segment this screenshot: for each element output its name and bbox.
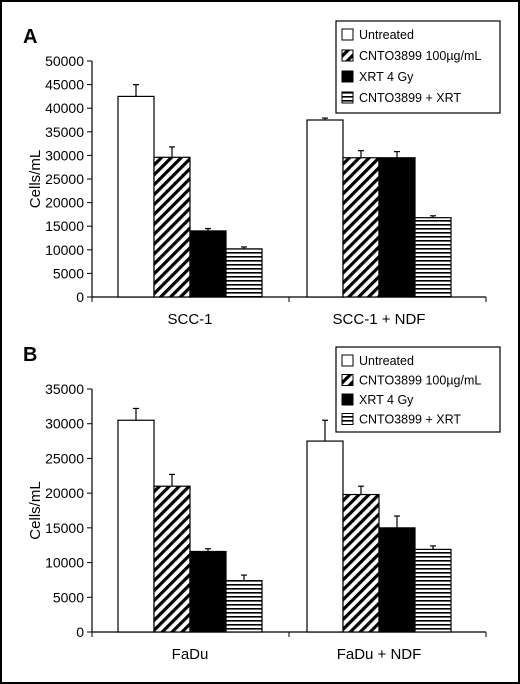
bar [117,419,155,633]
legend-swatch [341,354,354,367]
y-tick-label: 10000 [45,555,84,571]
y-tick-label: 0 [76,624,84,640]
legend-label: CNTO3899 100µg/mL [359,49,481,63]
y-tick-label: 10000 [45,242,84,258]
legend-label: CNTO3899 + XRT [359,413,461,427]
legend-swatch [341,70,354,83]
legend-swatch [341,28,354,41]
legend-label: XRT 4 Gy [359,70,414,84]
y-tick-label: 45000 [45,77,84,93]
category-label: SCC-1 [167,311,212,328]
panel-letter: B [23,344,37,366]
chart-panel-a: A 0 5000 10000 15000 20000 25000 30000 35000 4000… [23,20,501,328]
y-tick-label: 5000 [53,589,84,605]
legend-label: CNTO3899 + XRT [359,91,461,105]
legend-label: Untreated [359,354,414,368]
bar [306,119,344,298]
bar [153,485,191,633]
bar [306,440,344,633]
category-label: FaDu + NDF [337,646,422,663]
panel-letter: A [23,26,37,48]
y-tick-label: 15000 [45,520,84,536]
y-tick-label: 25000 [45,450,84,466]
bar [225,248,263,298]
y-tick-label: 0 [76,289,84,305]
bar [378,157,416,298]
bar [342,493,380,633]
y-tick-label: 30000 [45,147,84,163]
y-tick-label: 35000 [45,124,84,140]
y-tick-label: 20000 [45,485,84,501]
bar [189,550,227,633]
y-tick-label: 40000 [45,100,84,116]
y-axis-title: Cells/mL [27,150,44,208]
bar [153,156,191,298]
legend-box [335,20,501,114]
category-label: FaDu [172,646,209,663]
bar [414,217,452,298]
y-tick-label: 25000 [45,171,84,187]
legend-label: Untreated [359,28,414,42]
y-tick-label: 50000 [45,53,84,69]
y-tick-label: 20000 [45,195,84,211]
bar [378,527,416,633]
y-tick-label: 5000 [53,265,84,281]
legend-box [335,346,501,433]
bar [342,157,380,298]
y-tick-label: 30000 [45,416,84,432]
legend-swatch [341,393,354,406]
legend-swatch [341,49,354,62]
bar [414,548,452,633]
legend-swatch [341,91,354,104]
chart-panel-b: B 0 5000 10000 15000 20000 25000 30000 35000 Cell… [23,344,501,663]
legend-label: CNTO3899 100µg/mL [359,374,481,388]
y-tick-label: 35000 [45,381,84,397]
category-label: SCC-1 + NDF [333,311,426,328]
y-axis-title: Cells/mL [27,481,44,539]
y-tick-label: 15000 [45,218,84,234]
legend-swatch [341,374,354,386]
bar [117,95,155,298]
bar [189,230,227,298]
bar [225,580,263,633]
legend-label: XRT 4 Gy [359,393,414,407]
legend-swatch [341,413,354,425]
